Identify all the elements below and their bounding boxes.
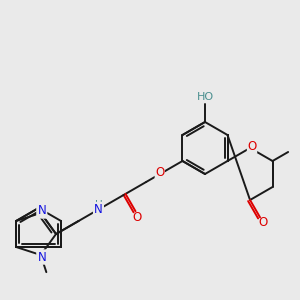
Text: O: O [258, 216, 268, 229]
Text: O: O [248, 140, 257, 152]
Text: HO: HO [196, 92, 214, 102]
Text: N: N [94, 203, 103, 216]
Text: O: O [132, 211, 141, 224]
Text: O: O [155, 166, 164, 179]
Text: N: N [38, 205, 46, 218]
Text: N: N [38, 250, 46, 263]
Text: H: H [94, 200, 102, 209]
